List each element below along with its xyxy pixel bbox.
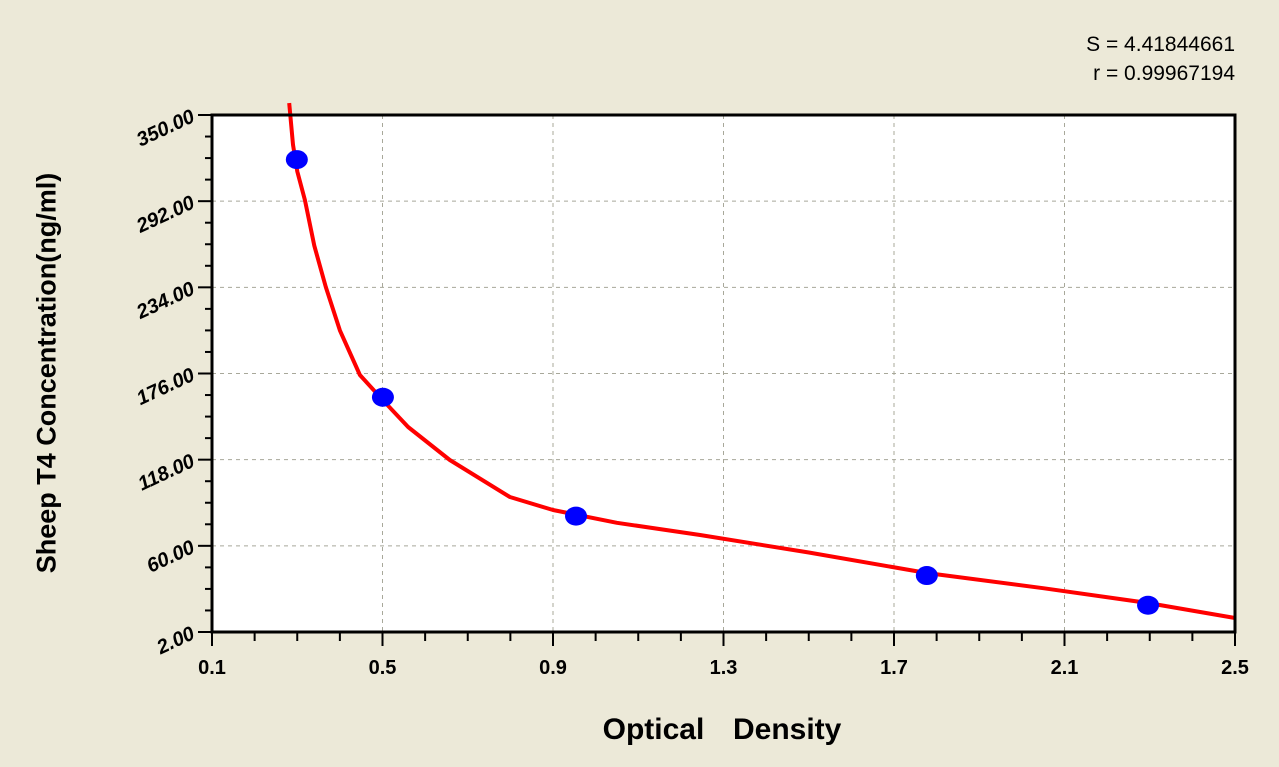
x-tick-label: 2.5: [1221, 657, 1249, 679]
y-tick-label: 176.00: [133, 364, 198, 410]
x-axis-label: Optical Density: [602, 713, 842, 746]
axes: [198, 113, 1237, 646]
data-point: [1137, 595, 1160, 615]
r-value-label: r = 0.99967194: [1093, 62, 1235, 85]
y-tick-labels: 2.00 60.00 118.00 176.00 234.00 292.00 350.00: [132, 106, 198, 660]
y-tick-label: 350.00: [133, 106, 198, 152]
x-tick-label: 2.1: [1051, 657, 1079, 679]
y-tick-label: 234.00: [132, 278, 198, 324]
y-tick-label: 2.00: [153, 623, 198, 660]
x-tick-label: 0.1: [198, 657, 226, 679]
y-tick-label: 118.00: [135, 450, 198, 495]
y-axis-label: Sheep T4 Concentration(ng/ml): [31, 172, 62, 574]
x-tick-label: 1.3: [710, 657, 738, 679]
data-point: [371, 387, 394, 407]
curve-line: [287, 102, 1236, 620]
fit-statistics: S = 4.41844661 r = 0.99967194: [1086, 30, 1235, 88]
x-tick-label: 1.7: [880, 657, 908, 679]
s-value-label: S = 4.41844661: [1086, 33, 1235, 56]
fitted-curve: [287, 102, 1236, 620]
x-tick-label: 0.5: [369, 657, 397, 679]
x-tick-labels: 0.1 0.5 0.9 1.3 1.7 2.1 2.5: [198, 657, 1249, 679]
y-tick-label: 292.00: [132, 192, 198, 238]
x-tick-label: 0.9: [539, 657, 567, 679]
y-tick-label: 60.00: [143, 536, 198, 577]
gridlines: [212, 115, 1235, 632]
data-point: [565, 506, 588, 526]
data-point: [285, 150, 308, 170]
data-point: [915, 566, 938, 586]
data-points: [285, 150, 1160, 615]
